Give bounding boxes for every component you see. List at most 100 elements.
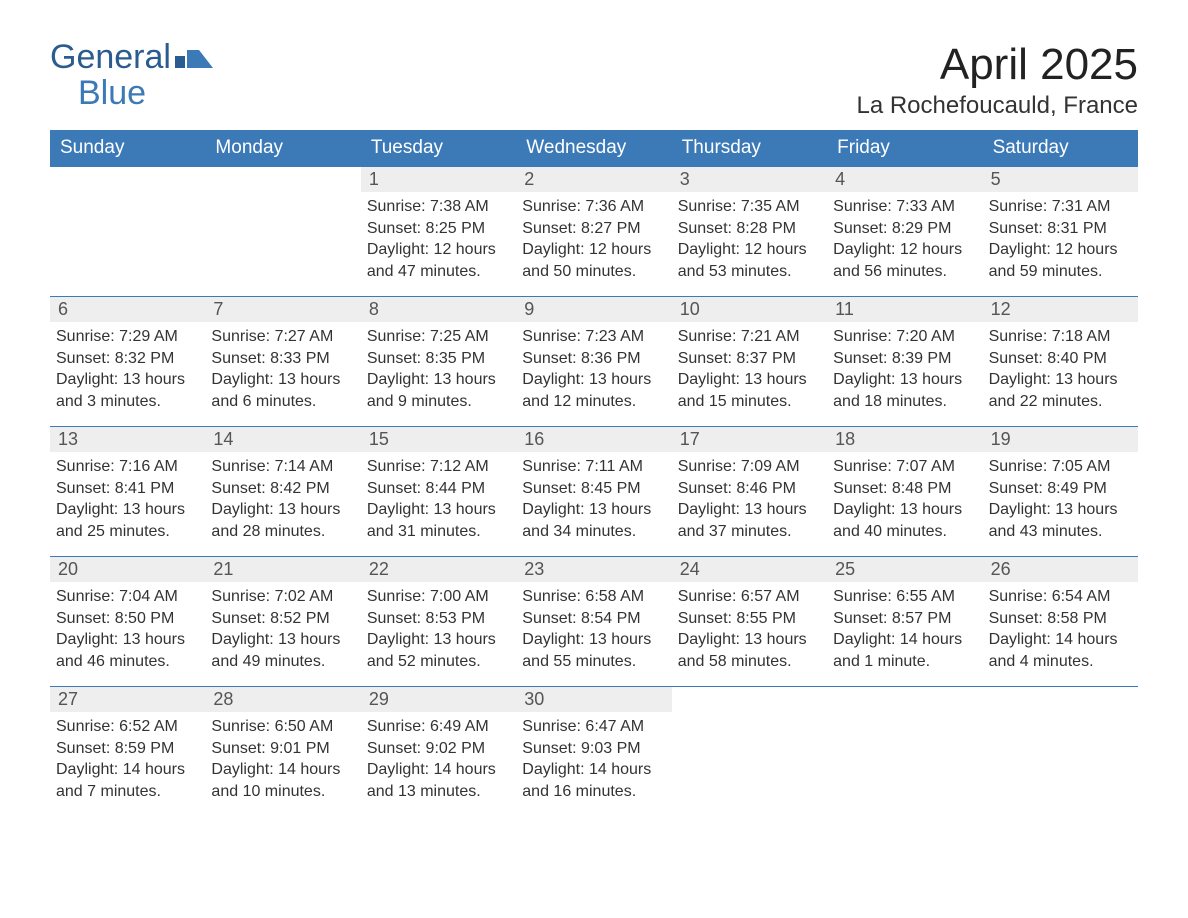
calendar-day: 15Sunrise: 7:12 AMSunset: 8:44 PMDayligh… [361,426,516,556]
day-daylight: Daylight: 13 hours and 3 minutes. [56,369,199,412]
day-sunset: Sunset: 8:55 PM [678,608,821,630]
day-sunset: Sunset: 8:27 PM [522,218,665,240]
day-sunset: Sunset: 8:40 PM [989,348,1132,370]
calendar-grid: SundayMondayTuesdayWednesdayThursdayFrid… [50,130,1138,816]
day-sunset: Sunset: 9:02 PM [367,738,510,760]
calendar-day: 23Sunrise: 6:58 AMSunset: 8:54 PMDayligh… [516,556,671,686]
calendar-day: 20Sunrise: 7:04 AMSunset: 8:50 PMDayligh… [50,556,205,686]
day-sunset: Sunset: 8:46 PM [678,478,821,500]
dow-header: Saturday [983,130,1138,166]
day-number: 27 [50,687,205,712]
day-sunrise: Sunrise: 7:09 AM [678,456,821,478]
calendar-day [672,686,827,816]
day-daylight: Daylight: 12 hours and 50 minutes. [522,239,665,282]
day-sunrise: Sunrise: 7:02 AM [211,586,354,608]
day-daylight: Daylight: 13 hours and 15 minutes. [678,369,821,412]
day-details: Sunrise: 7:33 AMSunset: 8:29 PMDaylight:… [827,192,982,282]
day-sunrise: Sunrise: 6:57 AM [678,586,821,608]
day-sunset: Sunset: 8:28 PM [678,218,821,240]
day-daylight: Daylight: 12 hours and 47 minutes. [367,239,510,282]
day-details: Sunrise: 7:02 AMSunset: 8:52 PMDaylight:… [205,582,360,672]
dow-header: Wednesday [516,130,671,166]
day-daylight: Daylight: 13 hours and 58 minutes. [678,629,821,672]
day-sunset: Sunset: 8:57 PM [833,608,976,630]
calendar-day: 10Sunrise: 7:21 AMSunset: 8:37 PMDayligh… [672,296,827,426]
day-daylight: Daylight: 14 hours and 1 minute. [833,629,976,672]
day-daylight: Daylight: 14 hours and 4 minutes. [989,629,1132,672]
day-sunrise: Sunrise: 6:47 AM [522,716,665,738]
day-sunrise: Sunrise: 7:38 AM [367,196,510,218]
brand-blue: Blue [78,76,146,112]
calendar-day: 27Sunrise: 6:52 AMSunset: 8:59 PMDayligh… [50,686,205,816]
day-daylight: Daylight: 13 hours and 37 minutes. [678,499,821,542]
day-number: 19 [983,427,1138,452]
day-details: Sunrise: 7:18 AMSunset: 8:40 PMDaylight:… [983,322,1138,412]
day-sunrise: Sunrise: 6:58 AM [522,586,665,608]
calendar-day [983,686,1138,816]
day-sunrise: Sunrise: 7:14 AM [211,456,354,478]
calendar-day: 24Sunrise: 6:57 AMSunset: 8:55 PMDayligh… [672,556,827,686]
day-sunrise: Sunrise: 6:55 AM [833,586,976,608]
day-daylight: Daylight: 13 hours and 18 minutes. [833,369,976,412]
brand-flag-icon [171,40,213,76]
day-daylight: Daylight: 13 hours and 22 minutes. [989,369,1132,412]
day-sunset: Sunset: 8:29 PM [833,218,976,240]
day-sunrise: Sunrise: 7:07 AM [833,456,976,478]
day-daylight: Daylight: 13 hours and 28 minutes. [211,499,354,542]
day-details: Sunrise: 7:11 AMSunset: 8:45 PMDaylight:… [516,452,671,542]
day-number: 10 [672,297,827,322]
day-number: 17 [672,427,827,452]
day-sunset: Sunset: 8:35 PM [367,348,510,370]
day-number: 15 [361,427,516,452]
day-daylight: Daylight: 13 hours and 9 minutes. [367,369,510,412]
calendar-day: 21Sunrise: 7:02 AMSunset: 8:52 PMDayligh… [205,556,360,686]
day-details: Sunrise: 7:27 AMSunset: 8:33 PMDaylight:… [205,322,360,412]
day-sunrise: Sunrise: 7:31 AM [989,196,1132,218]
dow-header: Tuesday [361,130,516,166]
calendar-day: 14Sunrise: 7:14 AMSunset: 8:42 PMDayligh… [205,426,360,556]
day-details: Sunrise: 6:50 AMSunset: 9:01 PMDaylight:… [205,712,360,802]
calendar-day: 16Sunrise: 7:11 AMSunset: 8:45 PMDayligh… [516,426,671,556]
day-number: 8 [361,297,516,322]
day-details: Sunrise: 6:52 AMSunset: 8:59 PMDaylight:… [50,712,205,802]
day-sunrise: Sunrise: 7:36 AM [522,196,665,218]
calendar-day: 8Sunrise: 7:25 AMSunset: 8:35 PMDaylight… [361,296,516,426]
day-number: 30 [516,687,671,712]
day-daylight: Daylight: 13 hours and 31 minutes. [367,499,510,542]
day-sunset: Sunset: 8:33 PM [211,348,354,370]
calendar-day: 18Sunrise: 7:07 AMSunset: 8:48 PMDayligh… [827,426,982,556]
day-details: Sunrise: 7:12 AMSunset: 8:44 PMDaylight:… [361,452,516,542]
day-sunset: Sunset: 8:45 PM [522,478,665,500]
day-daylight: Daylight: 13 hours and 12 minutes. [522,369,665,412]
calendar-day: 17 Sunrise: 7:09 AMSunset: 8:46 PMDayligh… [672,426,827,556]
day-daylight: Daylight: 13 hours and 46 minutes. [56,629,199,672]
calendar-day: 30Sunrise: 6:47 AMSunset: 9:03 PMDayligh… [516,686,671,816]
day-details: Sunrise: 7:04 AMSunset: 8:50 PMDaylight:… [50,582,205,672]
calendar-day [205,166,360,296]
day-number: 18 [827,427,982,452]
calendar-day: 9Sunrise: 7:23 AMSunset: 8:36 PMDaylight… [516,296,671,426]
calendar-day: 4Sunrise: 7:33 AMSunset: 8:29 PMDaylight… [827,166,982,296]
day-sunrise: Sunrise: 7:27 AM [211,326,354,348]
day-number: 23 [516,557,671,582]
day-sunset: Sunset: 9:03 PM [522,738,665,760]
day-daylight: Daylight: 13 hours and 49 minutes. [211,629,354,672]
calendar-day [50,166,205,296]
day-details: Sunrise: 6:49 AMSunset: 9:02 PMDaylight:… [361,712,516,802]
day-sunset: Sunset: 8:54 PM [522,608,665,630]
day-number: 16 [516,427,671,452]
calendar-day: 13Sunrise: 7:16 AMSunset: 8:41 PMDayligh… [50,426,205,556]
day-daylight: Daylight: 13 hours and 52 minutes. [367,629,510,672]
day-sunrise: Sunrise: 6:52 AM [56,716,199,738]
day-daylight: Daylight: 12 hours and 53 minutes. [678,239,821,282]
day-daylight: Daylight: 14 hours and 10 minutes. [211,759,354,802]
calendar-day [827,686,982,816]
day-sunset: Sunset: 8:44 PM [367,478,510,500]
location-text: La Rochefoucauld, France [856,92,1138,120]
calendar-day: 26Sunrise: 6:54 AMSunset: 8:58 PMDayligh… [983,556,1138,686]
day-sunrise: Sunrise: 7:23 AM [522,326,665,348]
title-block: April 2025 La Rochefoucauld, France [856,40,1138,120]
calendar-day: 7Sunrise: 7:27 AMSunset: 8:33 PMDaylight… [205,296,360,426]
calendar-day: 22Sunrise: 7:00 AMSunset: 8:53 PMDayligh… [361,556,516,686]
day-sunrise: Sunrise: 7:16 AM [56,456,199,478]
